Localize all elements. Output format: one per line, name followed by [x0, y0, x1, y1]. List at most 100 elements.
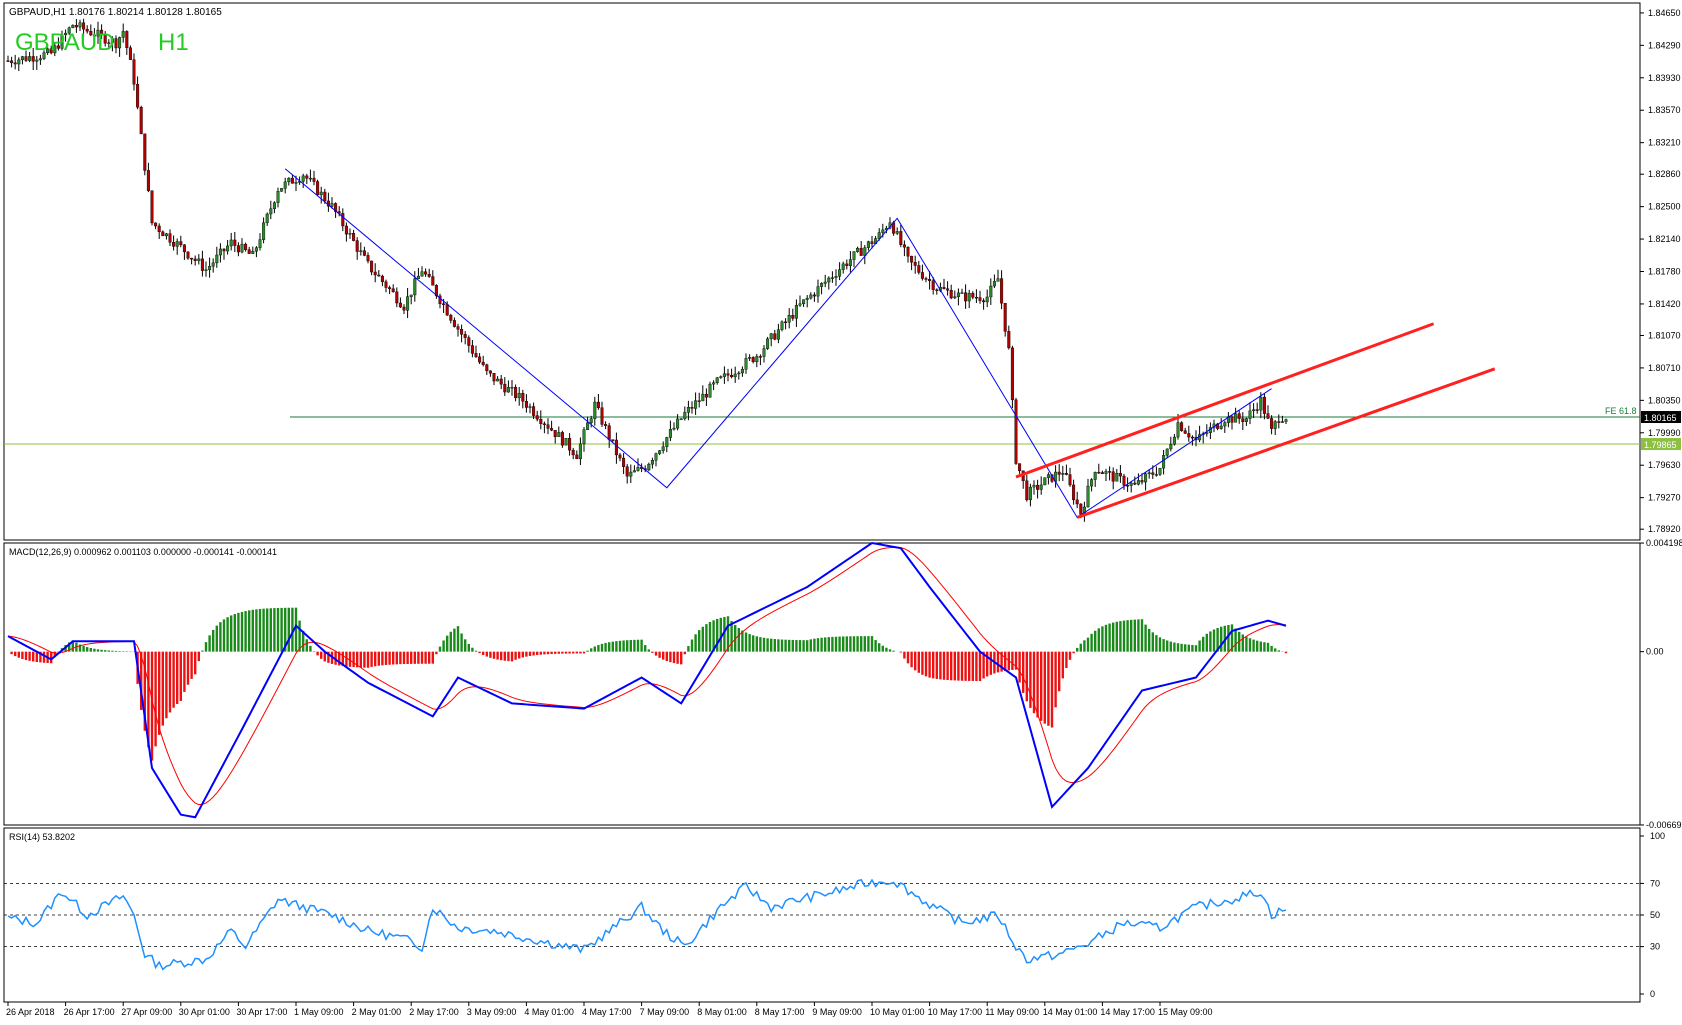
price-panel-frame	[3, 2, 1641, 541]
candle-body	[136, 84, 140, 108]
candle-body	[398, 302, 402, 308]
candle-body	[262, 222, 266, 240]
macd-lines	[7, 541, 1287, 819]
candle-body	[481, 361, 485, 365]
candle-body	[589, 418, 593, 424]
candle-body	[582, 429, 586, 445]
candle-body	[1090, 479, 1094, 487]
candle-body	[946, 288, 950, 291]
price-tick-label: 1.81070	[1648, 330, 1681, 340]
candle-body	[330, 203, 334, 207]
fe-level-label: FE 61.8	[1605, 406, 1637, 416]
candle-body	[427, 273, 431, 277]
candle-body	[1018, 463, 1022, 472]
candle-body	[197, 258, 201, 261]
candle-body	[1093, 471, 1097, 480]
candle-body	[1064, 473, 1068, 475]
candle-body	[856, 247, 860, 252]
candle-body	[1129, 482, 1133, 486]
symbol-info: GBPAUD,H1 1.80176 1.80214 1.80128 1.8016…	[9, 7, 222, 18]
candle-body	[557, 432, 561, 437]
candle-body	[1046, 474, 1050, 478]
macd-histogram	[10, 607, 1288, 761]
candle-body	[269, 208, 273, 215]
candle-body	[1007, 331, 1011, 349]
candle-body	[402, 306, 406, 311]
watermark-symbol: GBPAUD	[15, 29, 115, 56]
zigzag-line	[284, 168, 1272, 519]
time-tick-label: 2 May 01:00	[352, 1007, 402, 1017]
candle-body	[780, 321, 784, 330]
candle-body	[1277, 421, 1281, 423]
candle-body	[791, 315, 795, 319]
candle-body	[294, 182, 298, 184]
candle-body	[730, 375, 734, 378]
candle-body	[1255, 409, 1259, 411]
candle-body	[233, 239, 237, 246]
time-tick-label: 14 May 17:00	[1100, 1007, 1155, 1017]
candle-body	[1028, 486, 1032, 501]
price-tick-label: 1.83210	[1648, 138, 1681, 148]
candle-body	[442, 303, 446, 305]
candle-body	[150, 190, 154, 224]
candle-body	[622, 457, 626, 467]
candle-body	[352, 233, 356, 241]
candle-body	[312, 177, 316, 182]
candle-body	[218, 248, 222, 256]
candle-body	[553, 430, 557, 437]
price-tick-label: 1.79630	[1648, 460, 1681, 470]
candle-body	[586, 422, 590, 430]
candle-body	[132, 59, 136, 85]
candle-body	[182, 244, 186, 253]
candle-body	[323, 191, 327, 202]
candle-body	[359, 250, 363, 252]
candle-body	[186, 251, 190, 259]
candle-body	[913, 261, 917, 266]
candle-body	[1180, 422, 1184, 431]
candle-body	[1140, 480, 1144, 483]
current-price-tag	[1641, 411, 1681, 424]
candlesticks	[6, 18, 1288, 522]
candle-body	[1158, 467, 1162, 475]
candle-body	[661, 446, 665, 451]
time-tick-label: 14 May 01:00	[1043, 1007, 1098, 1017]
candle-body	[1165, 448, 1169, 456]
candle-body	[366, 255, 370, 262]
candle-body	[20, 56, 24, 61]
rsi-tick-label: 0	[1650, 989, 1655, 999]
candle-body	[175, 241, 179, 247]
candle-body	[470, 345, 474, 354]
candle-body	[409, 294, 413, 297]
candle-body	[168, 233, 172, 243]
candle-body	[931, 280, 935, 290]
candle-body	[226, 245, 230, 252]
candle-body	[143, 133, 147, 171]
candle-body	[704, 393, 708, 398]
candle-body	[812, 294, 816, 297]
time-tick-label: 27 Apr 09:00	[121, 1007, 172, 1017]
candle-body	[899, 231, 903, 245]
candle-body	[564, 438, 568, 446]
candle-body	[571, 449, 575, 456]
candle-body	[848, 259, 852, 266]
candle-body	[870, 241, 874, 244]
level-price-label: 1.79865	[1644, 440, 1677, 450]
candle-body	[1230, 416, 1234, 423]
candle-body	[445, 304, 449, 316]
candle-body	[794, 305, 798, 319]
candle-body	[460, 329, 464, 335]
candle-body	[1010, 347, 1014, 401]
candle-body	[676, 418, 680, 429]
candle-body	[85, 28, 89, 32]
candle-body	[668, 428, 672, 438]
candle-body	[1284, 419, 1288, 422]
candle-body	[528, 406, 532, 408]
candle-body	[416, 275, 420, 279]
candle-body	[391, 288, 395, 293]
candle-body	[229, 239, 233, 247]
candle-body	[71, 24, 75, 28]
trend-channel[interactable]	[1015, 322, 1496, 519]
candle-body	[805, 297, 809, 300]
